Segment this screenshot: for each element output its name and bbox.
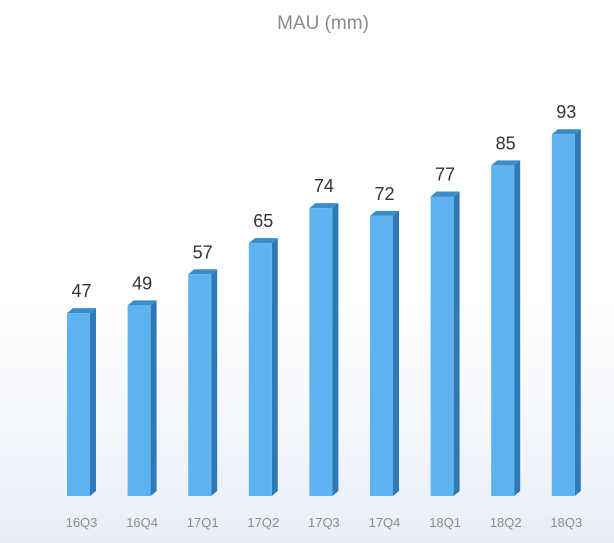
bar-side-face [393, 210, 399, 497]
data-label-17Q3: 74 [314, 176, 334, 196]
bar-side-face [453, 191, 460, 496]
bar-side-face [271, 238, 278, 496]
chart-title: MAU (mm) [277, 13, 369, 34]
bar-17Q1 [188, 269, 218, 496]
bar-18Q2 [491, 160, 521, 496]
x-tick-label-17Q4: 17Q4 [369, 515, 401, 530]
bar-17Q3 [309, 203, 339, 496]
data-label-17Q2: 65 [253, 211, 273, 231]
bar-side-face [211, 269, 218, 496]
data-label-18Q2: 85 [496, 133, 516, 153]
bar-18Q1 [430, 191, 460, 496]
bar-top-face [551, 129, 581, 135]
x-tick-label-18Q1: 18Q1 [429, 515, 461, 530]
data-label-17Q1: 57 [193, 242, 213, 262]
bar-front-face [491, 165, 515, 496]
bar-side-face [574, 129, 581, 497]
bar-side-face [90, 308, 96, 496]
bar-top-face [67, 308, 96, 314]
bar-top-face [370, 210, 399, 216]
data-label-18Q3: 93 [556, 102, 576, 122]
data-label-16Q4: 49 [132, 273, 152, 293]
x-tick-label-17Q2: 17Q2 [247, 515, 279, 530]
bar-16Q4 [127, 300, 157, 496]
bar-front-face [67, 313, 90, 496]
bar-side-face [332, 203, 339, 496]
bar-front-face [127, 305, 151, 496]
category-labels-layer: 16Q3 16Q4 17Q1 17Q2 17Q3 17Q4 18Q1 18Q2 18Q3 [66, 515, 583, 530]
x-tick-label-17Q1: 17Q1 [187, 515, 219, 530]
x-tick-label-16Q3: 16Q3 [66, 515, 98, 530]
bar-side-face [514, 160, 521, 496]
bar-top-face [491, 160, 521, 166]
bar-front-face [551, 134, 575, 497]
bars-layer [67, 129, 581, 497]
bar-top-face [430, 191, 460, 197]
bar-17Q4 [370, 210, 399, 497]
bar-front-face [370, 215, 393, 497]
bar-17Q2 [248, 238, 278, 496]
bar-top-face [188, 269, 218, 275]
bar-side-face [150, 300, 157, 496]
bar-18Q3 [551, 129, 581, 497]
bar-front-face [248, 243, 272, 496]
x-tick-label-18Q3: 18Q3 [550, 515, 582, 530]
bar-front-face [188, 274, 212, 496]
x-tick-label-17Q3: 17Q3 [308, 515, 340, 530]
bar-top-face [127, 300, 157, 306]
data-label-17Q4: 72 [374, 184, 394, 204]
bar-top-face [248, 238, 278, 244]
x-tick-label-18Q2: 18Q2 [490, 515, 522, 530]
data-label-16Q3: 47 [71, 281, 91, 301]
data-label-18Q1: 77 [435, 164, 455, 184]
bar-top-face [309, 203, 339, 209]
bar-front-face [430, 196, 454, 496]
bar-16Q3 [67, 308, 96, 496]
bar-front-face [309, 208, 333, 496]
value-labels-layer: 47 49 57 65 74 72 77 85 93 [71, 102, 576, 301]
x-tick-label-16Q4: 16Q4 [126, 515, 158, 530]
